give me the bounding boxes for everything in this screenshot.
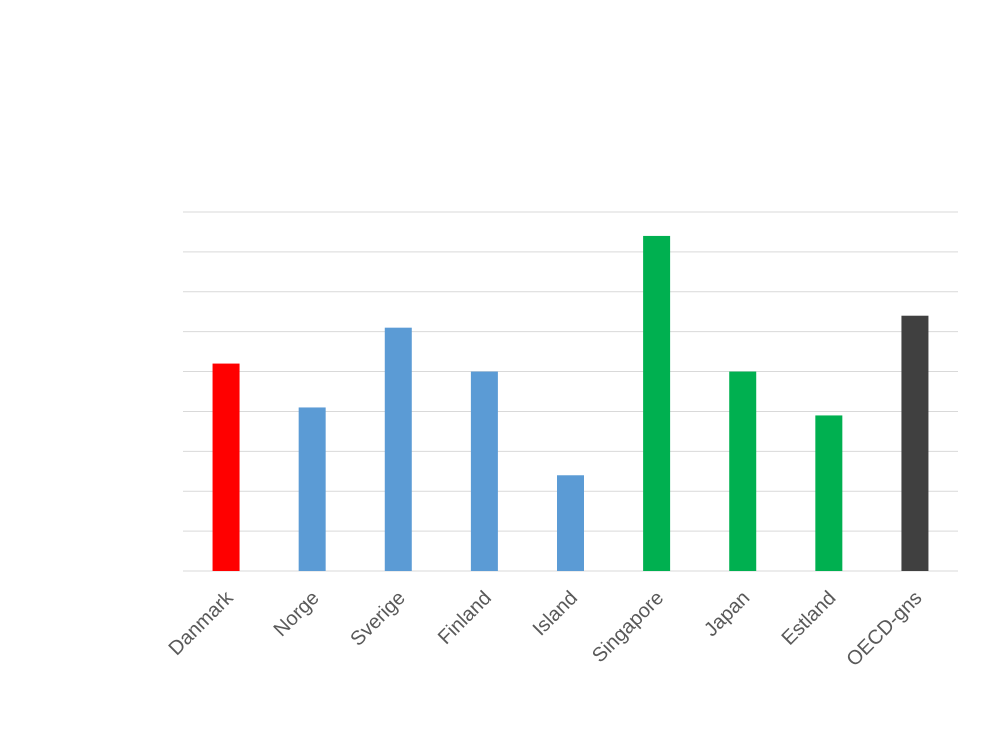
x-tick-label: Estland [778,587,841,650]
x-tick-label: Singapore [588,587,668,667]
bar [557,475,584,571]
x-tick-label: Norge [270,587,324,641]
bar [815,415,843,571]
x-tick-label: Island [529,587,582,640]
bar [470,371,498,571]
bar [212,363,240,571]
bar [901,315,929,571]
x-tick-label: Japan [700,587,754,641]
bar [384,327,412,571]
x-tick-label: OECD-gns [843,587,927,671]
bar [298,407,326,571]
bar [729,371,757,571]
x-tick-label: Finland [434,587,496,649]
bar [643,235,671,571]
x-tick-label: Danmark [165,586,239,660]
x-tick-label: Sverige [346,587,410,651]
